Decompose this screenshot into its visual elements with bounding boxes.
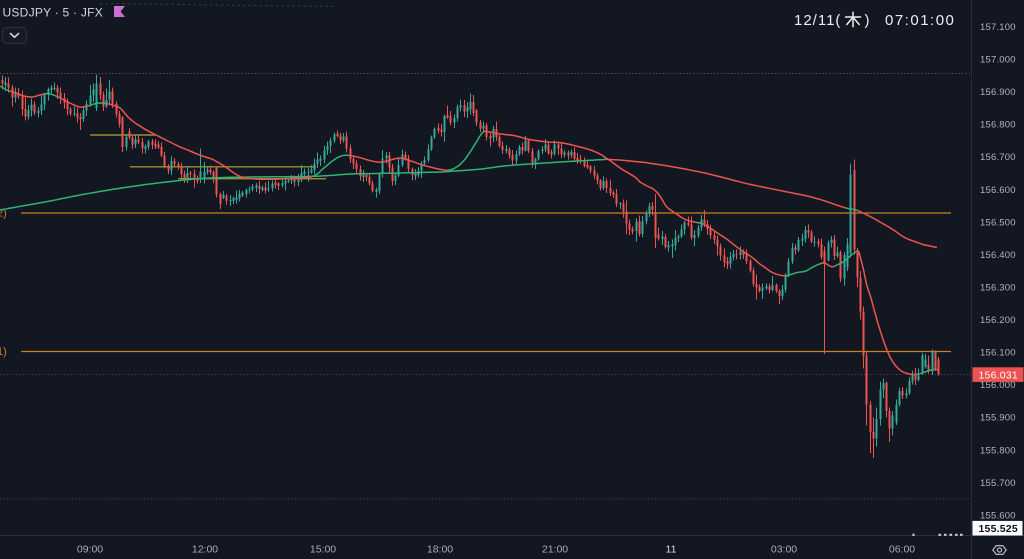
svg-text:156.500: 156.500	[980, 217, 1016, 228]
svg-text:09:00: 09:00	[77, 543, 103, 555]
svg-text:): )	[865, 12, 870, 29]
svg-text:157.100: 157.100	[980, 22, 1016, 33]
svg-text:03:00: 03:00	[771, 543, 797, 555]
svg-text:156.800: 156.800	[980, 120, 1016, 131]
svg-text:18:00: 18:00	[427, 543, 453, 555]
svg-text:156.000: 156.000	[980, 380, 1016, 391]
svg-text:155.900: 155.900	[980, 413, 1016, 424]
svg-text:157.000: 157.000	[980, 55, 1016, 66]
svg-text:156.100: 156.100	[980, 348, 1016, 359]
svg-text:156.900: 156.900	[980, 87, 1016, 98]
svg-text:156.300: 156.300	[980, 283, 1016, 294]
svg-text:07:01:00: 07:01:00	[885, 12, 955, 29]
svg-text:12/11(: 12/11(	[794, 12, 841, 29]
svg-text:12:00: 12:00	[192, 543, 218, 555]
svg-text:155.525: 155.525	[979, 523, 1018, 535]
svg-text:06:00: 06:00	[889, 543, 915, 555]
svg-text:155.700: 155.700	[980, 478, 1016, 489]
svg-text:156.700: 156.700	[980, 152, 1016, 163]
svg-text:156.600: 156.600	[980, 185, 1016, 196]
svg-text:21:00: 21:00	[542, 543, 568, 555]
svg-text:156.400: 156.400	[980, 250, 1016, 261]
svg-text:1): 1)	[0, 346, 7, 358]
svg-text:155.800: 155.800	[980, 445, 1016, 456]
svg-text:USDJPY · 5 · JFX: USDJPY · 5 · JFX	[3, 5, 103, 19]
svg-text:156.200: 156.200	[980, 315, 1016, 326]
svg-text:156.031: 156.031	[979, 369, 1018, 381]
svg-text:15:00: 15:00	[310, 543, 336, 555]
svg-text:11: 11	[666, 543, 677, 555]
svg-text:155.600: 155.600	[980, 510, 1016, 521]
svg-text:2): 2)	[0, 208, 7, 220]
